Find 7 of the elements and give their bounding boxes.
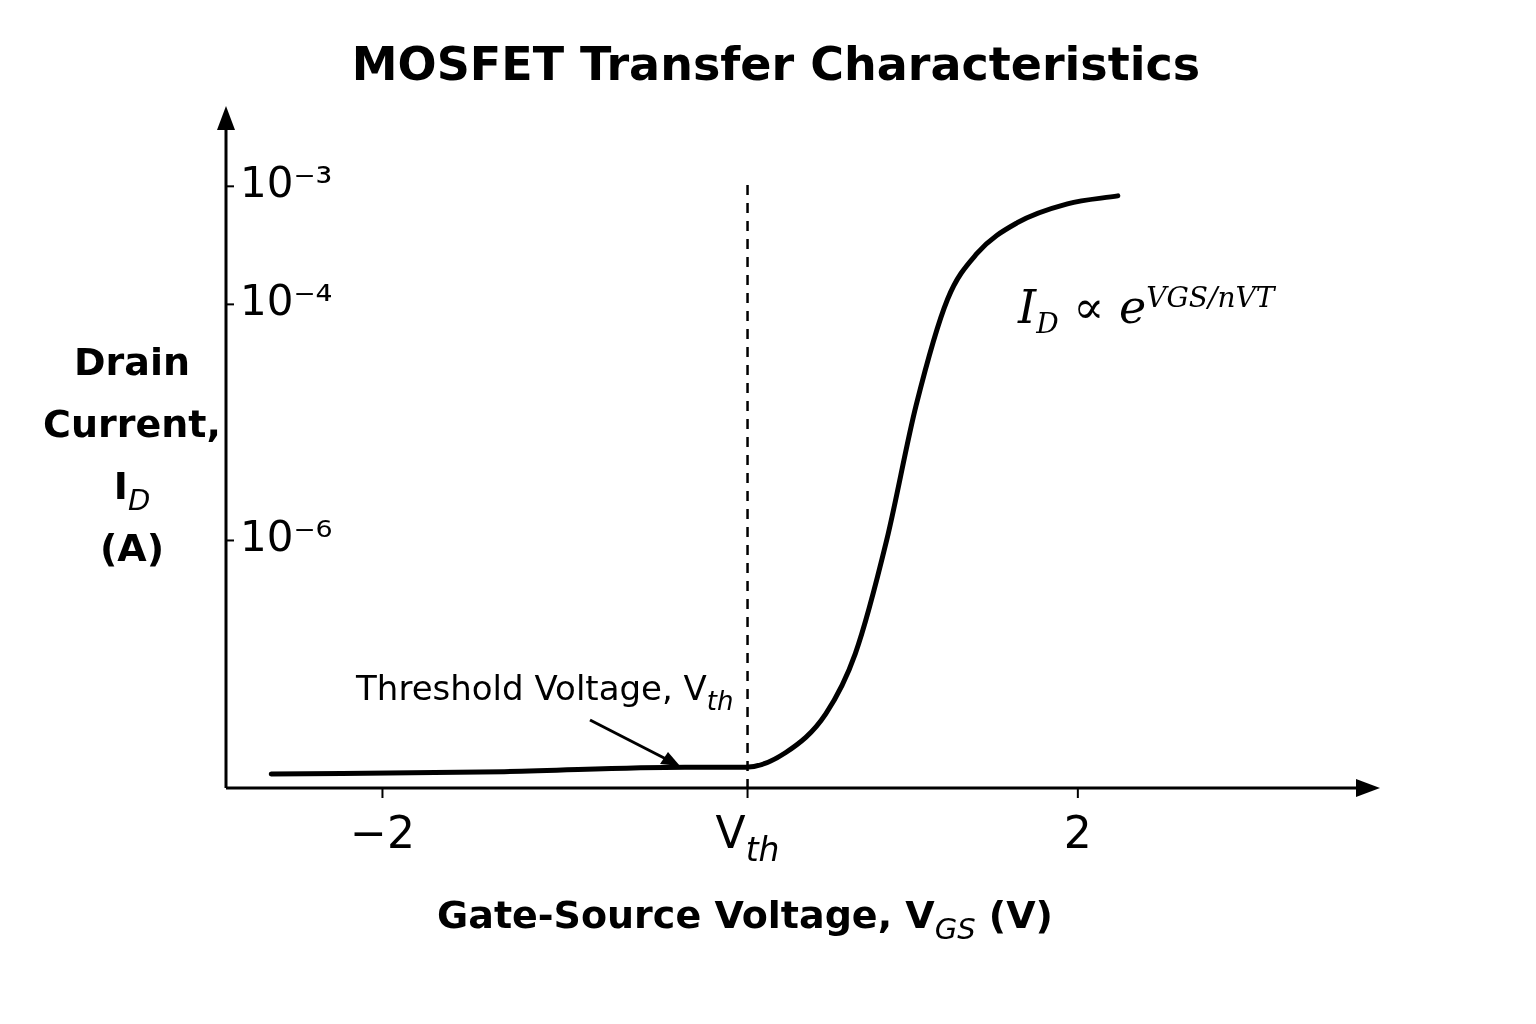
x-tick-label: 2 [1063,807,1092,858]
y-tick-label: 10⁻⁶ [240,512,333,562]
y-tick-label: 10⁻³ [240,158,333,208]
annotation: I$_{D}$ ∝ e$^{VGS/nVT}$ [1018,280,1275,341]
x-tick-label: −2 [350,807,415,858]
chart-title: MOSFET Transfer Characteristics [351,37,1201,91]
y-tick-label: 10⁻⁴ [240,276,333,326]
